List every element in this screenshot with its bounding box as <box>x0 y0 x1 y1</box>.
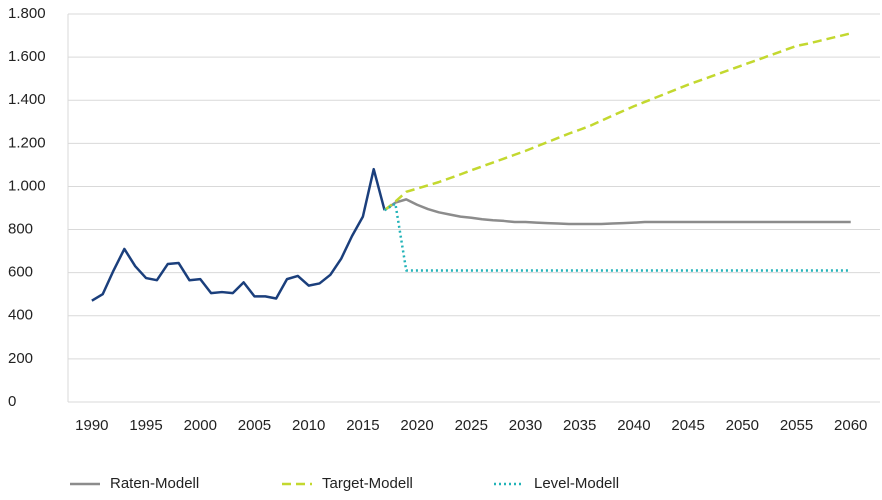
line-series <box>383 32 852 212</box>
line-series <box>383 202 851 272</box>
y-tick-label: 200 <box>8 350 33 367</box>
line-series <box>383 198 851 226</box>
x-tick-label: 2025 <box>455 417 488 434</box>
legend-label: Raten-Modell <box>110 475 199 492</box>
x-tick-label: 2060 <box>834 417 867 434</box>
y-tick-label: 1.400 <box>8 91 46 108</box>
line-series <box>91 167 386 302</box>
y-tick-label: 1.800 <box>8 5 46 22</box>
x-tick-label: 2020 <box>400 417 433 434</box>
legend-label: Target-Modell <box>322 475 413 492</box>
x-tick-label: 2005 <box>238 417 271 434</box>
x-tick-label: 2055 <box>780 417 813 434</box>
x-tick-label: 1990 <box>75 417 108 434</box>
x-tick-label: 2030 <box>509 417 542 434</box>
y-tick-label: 0 <box>8 393 16 410</box>
x-tick-label: 2050 <box>726 417 759 434</box>
x-tick-label: 1995 <box>129 417 162 434</box>
legend-label: Level-Modell <box>534 475 619 492</box>
x-tick-label: 2035 <box>563 417 596 434</box>
x-tick-label: 2045 <box>671 417 704 434</box>
x-tick-label: 2040 <box>617 417 650 434</box>
x-tick-label: 2000 <box>184 417 217 434</box>
y-tick-label: 1.200 <box>8 134 46 151</box>
y-tick-label: 1.600 <box>8 48 46 65</box>
y-tick-label: 400 <box>8 307 33 324</box>
y-tick-label: 600 <box>8 264 33 281</box>
y-tick-label: 800 <box>8 221 33 238</box>
x-tick-label: 2010 <box>292 417 325 434</box>
x-tick-label: 2015 <box>346 417 379 434</box>
y-tick-label: 1.000 <box>8 177 46 194</box>
